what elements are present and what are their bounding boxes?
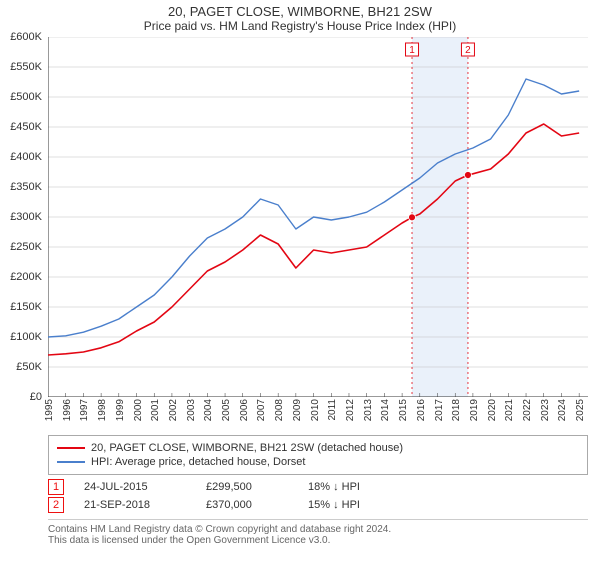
sale-price: £370,000 — [206, 499, 296, 511]
page-subtitle: Price paid vs. HM Land Registry's House … — [0, 19, 600, 33]
x-tick-label: 2017 — [434, 399, 445, 421]
x-tick-label: 2022 — [522, 399, 533, 421]
legend-swatch-property — [57, 447, 85, 449]
x-tick-label: 2002 — [168, 399, 179, 421]
x-tick-label: 2012 — [345, 399, 356, 421]
x-tick-label: 1996 — [62, 399, 73, 421]
y-tick-label: £200K — [10, 271, 42, 283]
x-tick-label: 2007 — [256, 399, 267, 421]
line-chart: 12 — [48, 37, 588, 397]
y-tick-label: £250K — [10, 241, 42, 253]
x-tick-label: 2011 — [327, 399, 338, 421]
x-tick-label: 2001 — [150, 399, 161, 421]
sale-row: 2 21-SEP-2018 £370,000 15% ↓ HPI — [48, 497, 588, 513]
sale-marker-2: 2 — [48, 497, 64, 513]
sale-diff: 15% ↓ HPI — [308, 499, 448, 511]
legend-label-property: 20, PAGET CLOSE, WIMBORNE, BH21 2SW (det… — [91, 442, 403, 454]
y-tick-label: £450K — [10, 121, 42, 133]
sale-diff: 18% ↓ HPI — [308, 481, 448, 493]
legend: 20, PAGET CLOSE, WIMBORNE, BH21 2SW (det… — [48, 435, 588, 475]
svg-text:1: 1 — [409, 45, 415, 56]
sale-date: 21-SEP-2018 — [84, 499, 194, 511]
x-tick-label: 2010 — [310, 399, 321, 421]
x-tick-label: 2016 — [416, 399, 427, 421]
x-tick-label: 2014 — [380, 399, 391, 421]
sale-row: 1 24-JUL-2015 £299,500 18% ↓ HPI — [48, 479, 588, 495]
y-axis-labels: £0£50K£100K£150K£200K£250K£300K£350K£400… — [0, 37, 44, 397]
x-tick-label: 1995 — [44, 399, 55, 421]
x-tick-label: 1999 — [115, 399, 126, 421]
x-tick-label: 1997 — [79, 399, 90, 421]
y-tick-label: £300K — [10, 211, 42, 223]
x-tick-label: 2015 — [398, 399, 409, 421]
x-tick-label: 2025 — [575, 399, 586, 421]
y-tick-label: £600K — [10, 31, 42, 43]
page-title: 20, PAGET CLOSE, WIMBORNE, BH21 2SW — [0, 4, 600, 19]
x-axis-labels: 1995199619971998199920002001200220032004… — [48, 397, 588, 431]
y-tick-label: £550K — [10, 61, 42, 73]
x-tick-label: 2009 — [292, 399, 303, 421]
x-tick-label: 2024 — [557, 399, 568, 421]
x-tick-label: 2023 — [540, 399, 551, 421]
footer-line-2: This data is licensed under the Open Gov… — [48, 535, 588, 546]
svg-text:2: 2 — [465, 45, 471, 56]
sale-date: 24-JUL-2015 — [84, 481, 194, 493]
chart-area: £0£50K£100K£150K£200K£250K£300K£350K£400… — [48, 37, 588, 397]
sales-table: 1 24-JUL-2015 £299,500 18% ↓ HPI 2 21-SEP-201… — [0, 479, 600, 513]
sale-price: £299,500 — [206, 481, 296, 493]
footer: Contains HM Land Registry data © Crown c… — [48, 519, 588, 546]
x-tick-label: 2003 — [186, 399, 197, 421]
legend-row-hpi: HPI: Average price, detached house, Dors… — [57, 456, 579, 468]
x-tick-label: 2000 — [133, 399, 144, 421]
sale-marker-1: 1 — [48, 479, 64, 495]
x-tick-label: 2004 — [203, 399, 214, 421]
legend-swatch-hpi — [57, 461, 85, 463]
y-tick-label: £150K — [10, 301, 42, 313]
legend-label-hpi: HPI: Average price, detached house, Dors… — [91, 456, 305, 468]
x-tick-label: 1998 — [97, 399, 108, 421]
y-tick-label: £0 — [30, 391, 42, 403]
x-tick-label: 2006 — [239, 399, 250, 421]
x-tick-label: 2013 — [363, 399, 374, 421]
x-tick-label: 2008 — [274, 399, 285, 421]
y-tick-label: £400K — [10, 151, 42, 163]
x-tick-label: 2019 — [469, 399, 480, 421]
x-tick-label: 2018 — [451, 399, 462, 421]
y-tick-label: £350K — [10, 181, 42, 193]
y-tick-label: £100K — [10, 331, 42, 343]
x-tick-label: 2020 — [487, 399, 498, 421]
x-tick-label: 2005 — [221, 399, 232, 421]
x-tick-label: 2021 — [504, 399, 515, 421]
legend-row-property: 20, PAGET CLOSE, WIMBORNE, BH21 2SW (det… — [57, 442, 579, 454]
y-tick-label: £50K — [16, 361, 42, 373]
footer-line-1: Contains HM Land Registry data © Crown c… — [48, 524, 588, 535]
y-tick-label: £500K — [10, 91, 42, 103]
